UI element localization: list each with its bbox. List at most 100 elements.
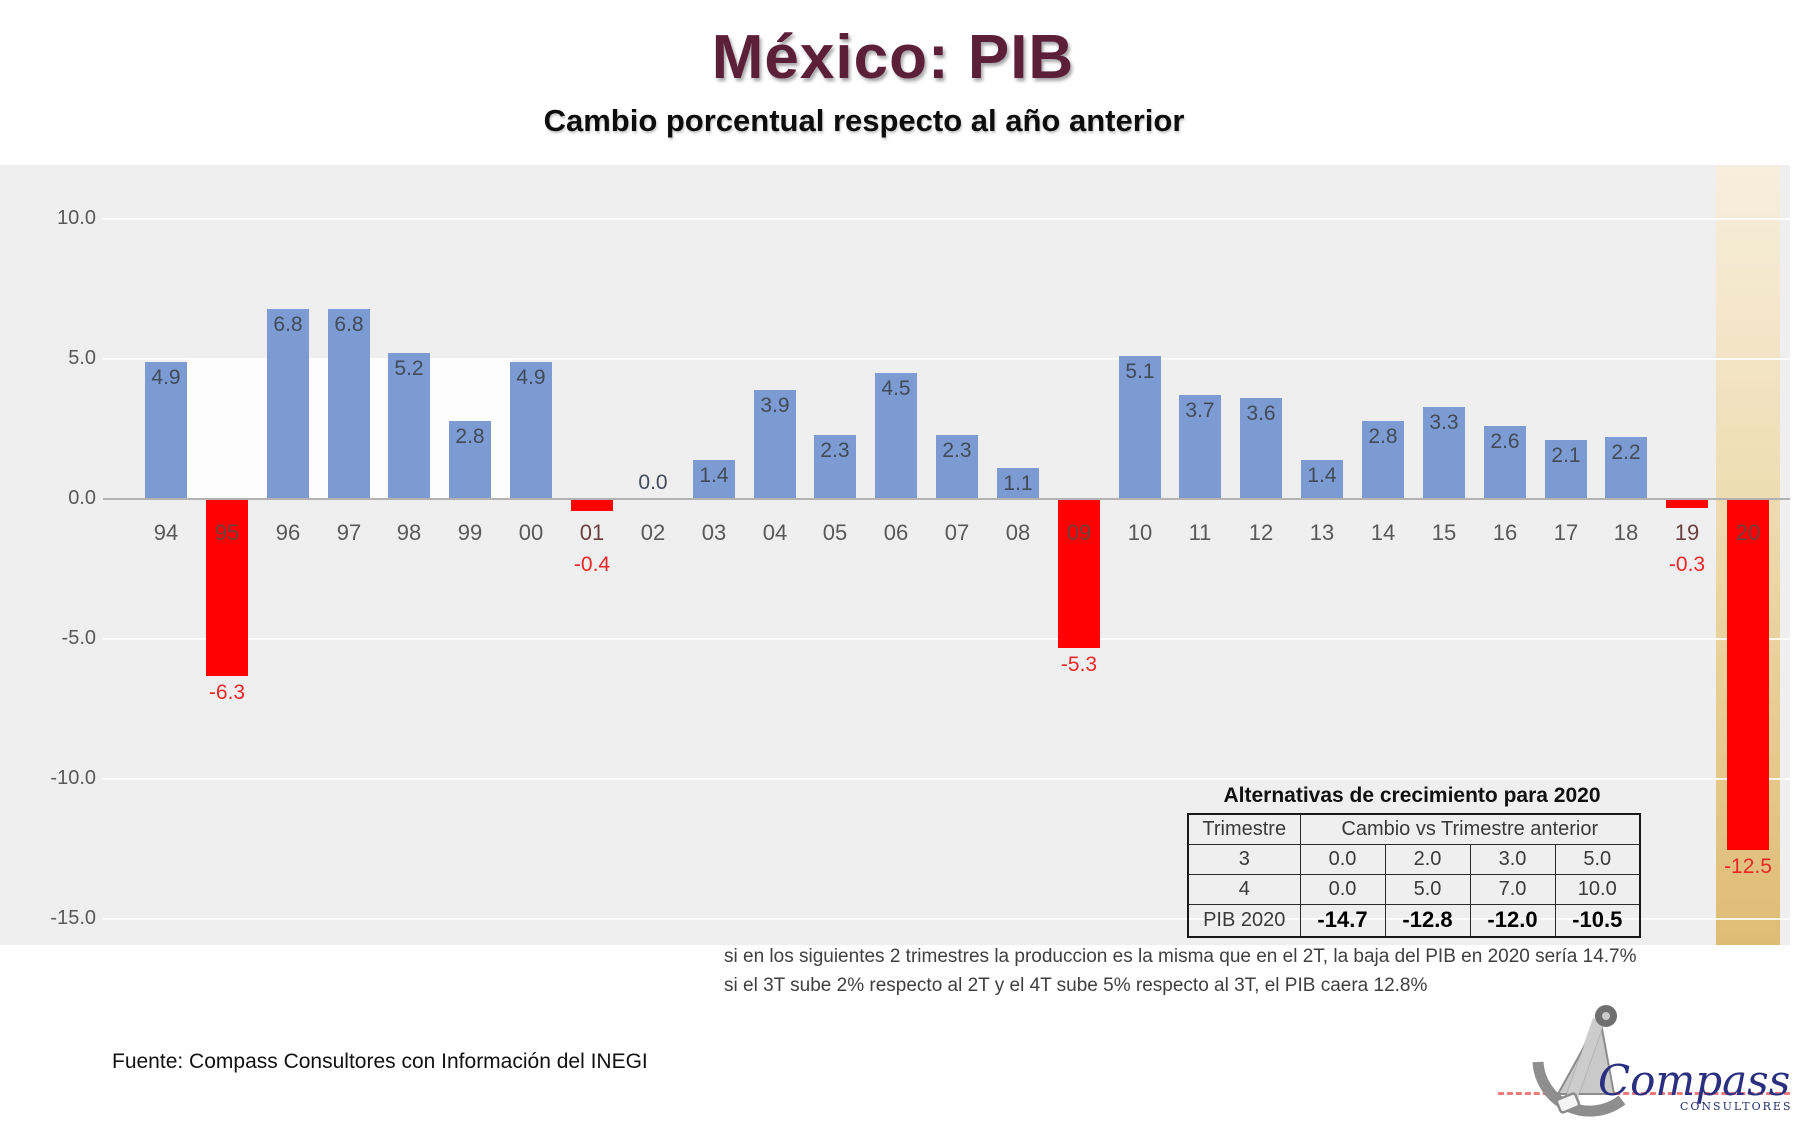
bar-value-label: 2.3 (820, 439, 850, 462)
bar-value-label: 5.2 (394, 357, 424, 380)
logo-tagline-text: CONSULTORES (1680, 1100, 1793, 1113)
table-cell-value: 5.0 (1384, 873, 1471, 905)
bar-value-label: 2.2 (1611, 441, 1641, 464)
bar (145, 362, 187, 499)
table-cell-value: 7.0 (1469, 873, 1556, 905)
y-axis-tick-label: 5.0 (68, 347, 96, 369)
source-text: Fuente: Compass Consultores con Informac… (112, 1050, 648, 1073)
table-row-label: PIB 2020 (1187, 903, 1301, 938)
table-header-cambio: Cambio vs Trimestre anterior (1299, 813, 1641, 845)
category-label: 06 (883, 520, 909, 545)
category-label: 01 (579, 520, 605, 545)
y-axis-tick-label: -5.0 (61, 627, 96, 649)
bar (328, 309, 370, 499)
bar (510, 362, 552, 499)
category-label: 96 (275, 520, 301, 545)
bar (1301, 460, 1343, 499)
x-axis-line (103, 498, 1790, 500)
table-cell-value: -12.0 (1469, 903, 1556, 938)
table-cell-value: 0.0 (1299, 843, 1386, 875)
bar-value-label: 0.0 (638, 471, 668, 494)
bar-value-label: 2.8 (1368, 425, 1398, 448)
category-label: 97 (336, 520, 362, 545)
bar (206, 500, 248, 676)
table-row-label: 4 (1187, 873, 1301, 905)
bar (754, 390, 796, 499)
category-label: 17 (1553, 520, 1579, 545)
category-label: 02 (640, 520, 666, 545)
y-axis-tick-label: 10.0 (57, 207, 96, 229)
category-label: 12 (1248, 520, 1274, 545)
bar (814, 435, 856, 499)
bar-value-label: 2.1 (1551, 444, 1581, 467)
category-label: 04 (762, 520, 788, 545)
category-label: 00 (518, 520, 544, 545)
bar-value-label: -5.3 (1060, 653, 1098, 676)
y-axis-tick-label: -10.0 (50, 767, 96, 789)
bar (1240, 398, 1282, 499)
bar-value-label: 2.3 (942, 439, 972, 462)
category-label: 98 (396, 520, 422, 545)
bar (1666, 500, 1708, 508)
bar-value-label: 3.3 (1429, 411, 1459, 434)
table-header-trimestre: Trimestre (1187, 813, 1301, 845)
bar (1423, 407, 1465, 499)
bar (997, 468, 1039, 499)
bar (1058, 500, 1100, 648)
bar-value-label: 1.1 (1003, 472, 1033, 495)
category-label: 18 (1613, 520, 1639, 545)
table-cell-value: -14.7 (1299, 903, 1386, 938)
y-axis-tick-label: -15.0 (50, 907, 96, 929)
sextant-icon (1532, 1005, 1626, 1117)
table-cell-value: -10.5 (1554, 903, 1641, 938)
bar-value-label: 6.8 (273, 313, 303, 336)
bar (875, 373, 917, 499)
bar-value-label: 3.6 (1246, 402, 1276, 425)
y-axis-tick-label: 0.0 (68, 487, 96, 509)
category-label: 03 (701, 520, 727, 545)
bar (571, 500, 613, 511)
page-subtitle: Cambio porcentual respecto al año anteri… (543, 103, 1185, 138)
bar (1179, 395, 1221, 499)
table-title: Alternativas de crecimiento para 2020 (1223, 784, 1601, 807)
gridline (103, 638, 1790, 640)
category-label: 10 (1127, 520, 1153, 545)
alternatives-table: Trimestre Cambio vs Trimestre anterior 3 0.… (1187, 813, 1641, 938)
category-label: 07 (944, 520, 970, 545)
gridline (103, 778, 1790, 780)
note-line: si el 3T sube 2% respecto al 2T y el 4T … (724, 975, 1428, 996)
bar-value-label: 1.4 (699, 464, 729, 487)
bar-value-label: 2.8 (455, 425, 485, 448)
category-label: 94 (153, 520, 179, 545)
category-label: 11 (1188, 520, 1212, 545)
table-row-label: 3 (1187, 843, 1301, 875)
bar (936, 435, 978, 499)
bar-value-label: 3.7 (1185, 399, 1215, 422)
category-label: 16 (1492, 520, 1518, 545)
bar (1362, 421, 1404, 499)
bar-value-label: 4.9 (516, 366, 546, 389)
bar (693, 460, 735, 499)
bar (267, 309, 309, 499)
category-label: 15 (1431, 520, 1457, 545)
logo-dashed-line (1498, 1092, 1790, 1095)
bar-value-label: -0.4 (573, 553, 611, 576)
bar-value-label: -12.5 (1724, 855, 1772, 878)
table-cell-value: -12.8 (1384, 903, 1471, 938)
gridline (103, 918, 1790, 920)
category-label: 05 (822, 520, 848, 545)
bar (449, 421, 491, 499)
bar (1545, 440, 1587, 499)
category-label: 99 (457, 520, 483, 545)
category-label: 19 (1674, 520, 1700, 545)
table-cell-value: 0.0 (1299, 873, 1386, 905)
category-label: 14 (1370, 520, 1396, 545)
category-label: 13 (1309, 520, 1335, 545)
logo-brand-text: Compass (1598, 1056, 1791, 1105)
bar (1484, 426, 1526, 499)
note-line: si en los siguientes 2 trimestres la pro… (724, 946, 1637, 967)
bar-value-label: 3.9 (760, 394, 790, 417)
bar-value-label: 6.8 (334, 313, 364, 336)
category-label: 95 (214, 520, 240, 545)
